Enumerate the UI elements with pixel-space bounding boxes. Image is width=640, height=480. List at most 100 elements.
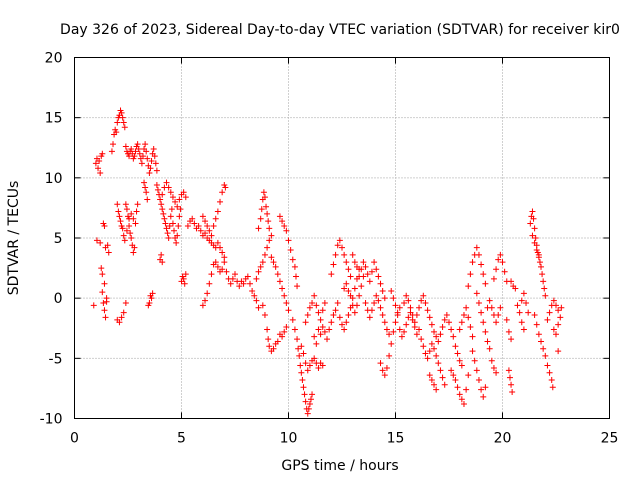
data-point <box>422 350 429 357</box>
data-point <box>99 289 106 296</box>
data-point <box>149 290 156 297</box>
data-point <box>345 287 352 294</box>
data-point <box>375 273 382 280</box>
data-point <box>315 364 322 371</box>
data-point <box>90 302 97 309</box>
data-point <box>531 239 538 246</box>
data-point <box>405 297 412 304</box>
data-point <box>272 263 279 270</box>
data-point <box>536 259 543 266</box>
data-point <box>141 179 148 186</box>
data-point <box>433 352 440 359</box>
data-point <box>274 271 281 278</box>
data-point <box>180 189 187 196</box>
data-point <box>249 287 256 294</box>
data-point <box>448 367 455 374</box>
y-tick-label: -5 <box>49 351 63 367</box>
y-axis-label: SDTVAR / TECUs <box>6 181 22 296</box>
data-point <box>332 251 339 258</box>
data-point <box>527 220 534 227</box>
data-point <box>493 266 500 273</box>
data-point <box>383 326 390 333</box>
data-point <box>300 350 307 357</box>
data-point <box>386 331 393 338</box>
data-point <box>255 304 262 311</box>
data-point <box>298 343 305 350</box>
data-point <box>326 326 333 333</box>
data-point <box>145 302 152 309</box>
data-point <box>131 244 138 251</box>
data-point <box>195 222 202 229</box>
data-point <box>450 372 457 379</box>
data-point <box>555 307 562 314</box>
data-point <box>227 280 234 287</box>
data-point <box>473 290 480 297</box>
data-point <box>253 275 260 282</box>
data-point <box>435 360 442 367</box>
data-point <box>437 331 444 338</box>
data-point <box>163 225 170 232</box>
data-point <box>544 362 551 369</box>
data-point <box>396 304 403 311</box>
data-point <box>431 328 438 335</box>
data-point <box>503 316 510 323</box>
data-point <box>540 278 547 285</box>
data-point <box>390 328 397 335</box>
data-point <box>450 333 457 340</box>
data-point <box>122 299 129 306</box>
data-point <box>283 324 290 331</box>
data-point <box>134 201 141 208</box>
data-point <box>279 285 286 292</box>
data-point <box>469 348 476 355</box>
data-point <box>341 251 348 258</box>
data-point <box>182 271 189 278</box>
data-point <box>490 364 497 371</box>
y-tick-label: 5 <box>54 231 63 247</box>
data-point <box>465 283 472 290</box>
data-point <box>251 292 258 299</box>
data-point <box>173 239 180 246</box>
data-point <box>530 215 537 222</box>
data-point <box>381 319 388 326</box>
data-point <box>110 141 117 148</box>
data-point <box>454 384 461 391</box>
data-point <box>121 124 128 131</box>
data-point <box>505 367 512 374</box>
data-point <box>138 160 145 167</box>
data-point <box>139 153 146 160</box>
data-point <box>132 148 139 155</box>
x-tick-label: 10 <box>280 431 298 447</box>
data-point <box>281 292 288 299</box>
data-point <box>159 259 166 266</box>
data-point <box>302 398 309 405</box>
data-point <box>542 292 549 299</box>
data-point <box>377 280 384 287</box>
data-point <box>202 230 209 237</box>
data-point <box>279 218 286 225</box>
x-tick-label: 20 <box>494 431 512 447</box>
data-point <box>533 321 540 328</box>
data-point <box>294 336 301 343</box>
data-point <box>535 251 542 258</box>
data-point <box>319 307 326 314</box>
data-point <box>304 367 311 374</box>
data-point <box>482 280 489 287</box>
data-point <box>122 143 129 150</box>
data-point <box>509 389 516 396</box>
data-point <box>259 302 266 309</box>
data-point <box>388 340 395 347</box>
data-point <box>270 259 277 266</box>
data-point <box>533 247 540 254</box>
data-point <box>199 213 206 220</box>
data-point <box>358 266 365 273</box>
data-point <box>128 145 135 152</box>
data-point <box>142 184 149 191</box>
data-point <box>264 326 271 333</box>
data-point <box>383 364 390 371</box>
data-point <box>339 244 345 251</box>
data-point <box>219 266 226 273</box>
data-point <box>118 314 125 321</box>
data-point <box>482 328 489 335</box>
data-point <box>217 244 224 251</box>
data-point <box>330 312 337 319</box>
